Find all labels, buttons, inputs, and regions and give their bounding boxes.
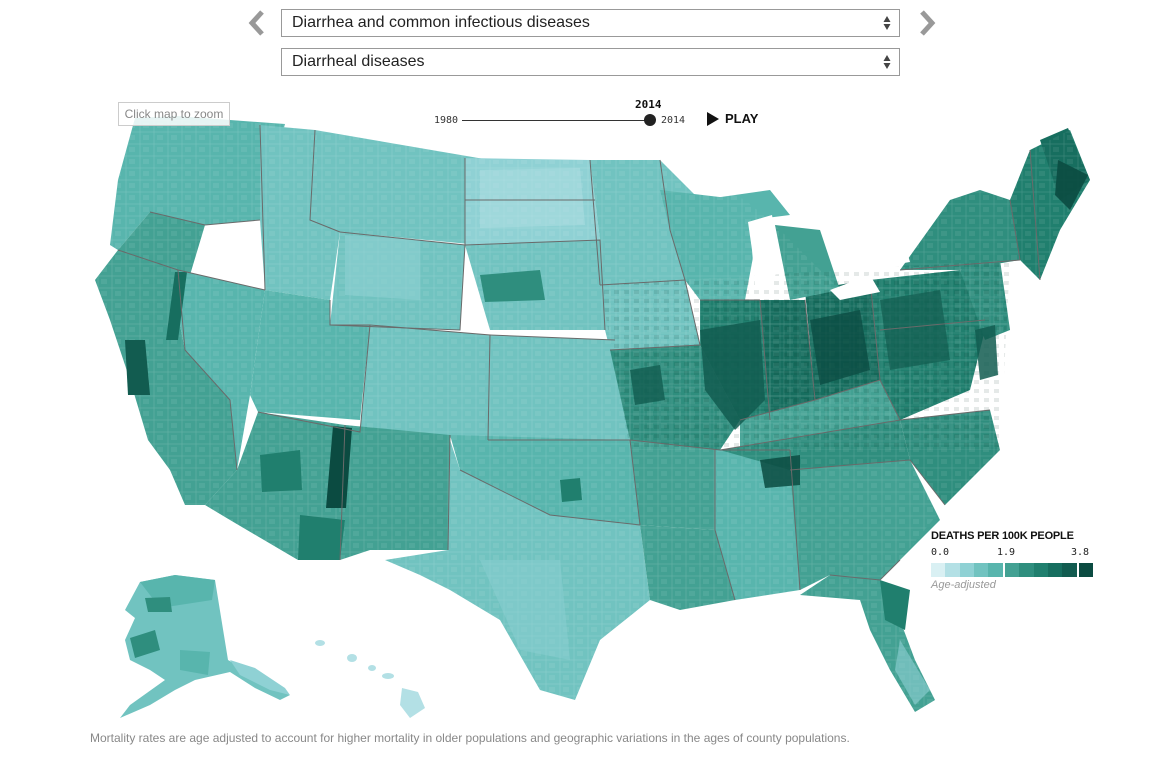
cause-select[interactable]: Diarrheal diseases bbox=[281, 48, 900, 76]
legend-swatch bbox=[945, 563, 960, 577]
legend-swatch bbox=[988, 563, 1003, 577]
legend-swatch bbox=[1019, 563, 1034, 577]
legend-swatch bbox=[1033, 563, 1048, 577]
timeline-end-label: 2014 bbox=[661, 115, 686, 126]
next-button[interactable] bbox=[914, 8, 938, 38]
map-legend: DEATHS PER 100K PEOPLE 0.0 1.9 3.8 Age-a… bbox=[931, 530, 1101, 591]
legend-note: Age-adjusted bbox=[931, 579, 996, 591]
footnote: Mortality rates are age adjusted to acco… bbox=[90, 731, 850, 745]
legend-tick-mid: 1.9 bbox=[997, 547, 1016, 558]
legend-title: DEATHS PER 100K PEOPLE bbox=[931, 530, 1074, 542]
legend-color-scale bbox=[931, 563, 1093, 577]
legend-swatch bbox=[1062, 563, 1077, 577]
legend-tick-max: 3.8 bbox=[1071, 547, 1090, 558]
current-year-label: 2014 bbox=[635, 98, 662, 111]
legend-swatch bbox=[1076, 563, 1093, 577]
play-label: PLAY bbox=[725, 111, 759, 126]
timeline-track[interactable] bbox=[462, 120, 650, 121]
cause-select-value: Diarrheal diseases bbox=[292, 53, 425, 70]
legend-ticks: 0.0 1.9 3.8 bbox=[931, 547, 1101, 561]
chevron-right-icon bbox=[914, 8, 938, 38]
legend-swatch bbox=[1002, 563, 1020, 577]
chevron-left-icon bbox=[246, 8, 270, 38]
legend-tick-min: 0.0 bbox=[931, 547, 950, 558]
zoom-hint-tooltip: Click map to zoom bbox=[118, 102, 230, 126]
play-button[interactable]: PLAY bbox=[707, 111, 758, 126]
legend-swatch bbox=[931, 563, 946, 577]
updown-arrows-icon bbox=[883, 54, 891, 70]
high-mortality-clusters bbox=[125, 160, 1088, 630]
alaska bbox=[120, 575, 290, 718]
great-lakes bbox=[690, 168, 910, 300]
legend-swatch bbox=[1047, 563, 1063, 577]
state-borders bbox=[117, 124, 1041, 601]
play-icon bbox=[707, 111, 719, 126]
year-timeline: 2014 1980 2014 PLAY bbox=[430, 96, 770, 132]
timeline-slider-handle[interactable] bbox=[644, 114, 656, 126]
updown-arrows-icon bbox=[883, 15, 891, 31]
category-select-value: Diarrhea and common infectious diseases bbox=[292, 14, 590, 31]
legend-swatch bbox=[974, 563, 989, 577]
hawaii bbox=[315, 640, 425, 718]
low-mortality-areas bbox=[345, 168, 930, 705]
previous-button[interactable] bbox=[246, 8, 270, 38]
timeline-start-label: 1980 bbox=[434, 115, 459, 126]
category-select[interactable]: Diarrhea and common infectious diseases bbox=[281, 9, 900, 37]
legend-swatch bbox=[959, 563, 975, 577]
